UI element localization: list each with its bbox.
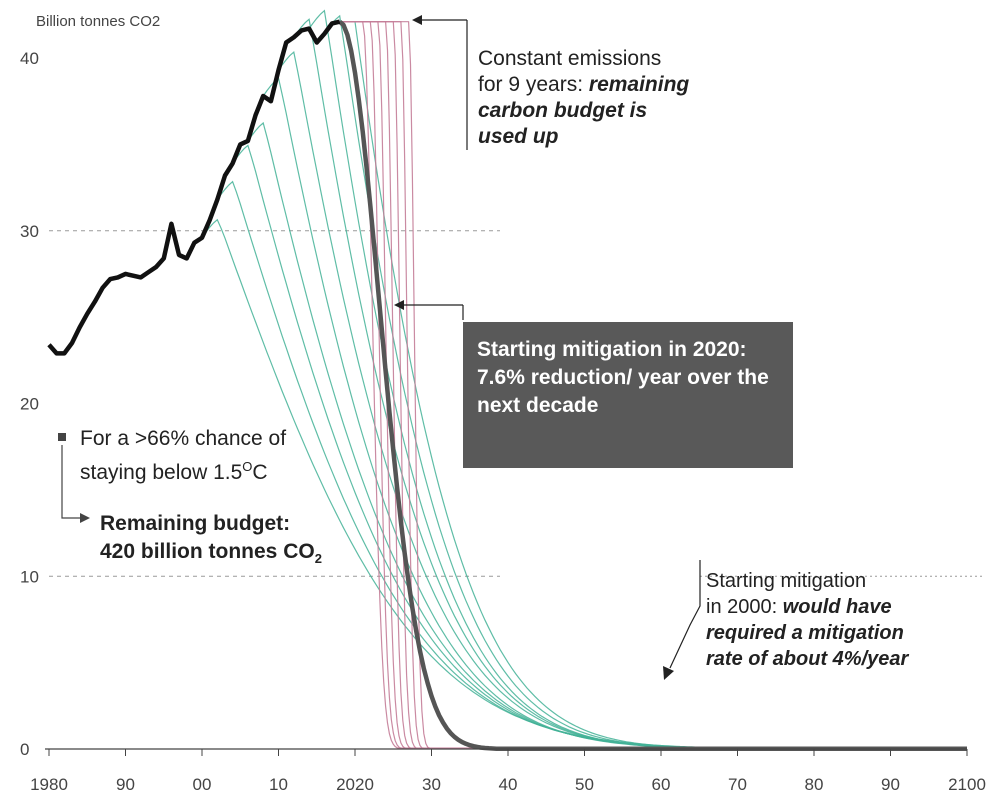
axes: 0 10 20 30 40 1980 90 00 10 2020 30 40 50 60 70 80 90 210… (20, 49, 986, 794)
annotation-budget-line2: 420 billion tonnes CO2 (100, 540, 322, 567)
y-axis-label: Billion tonnes CO2 (36, 13, 160, 30)
annotation-constant-line4: used up (478, 125, 559, 148)
chance-bullet (58, 433, 66, 441)
annotation-2000-line1: Starting mitigation (706, 570, 867, 592)
annotation-2000-line3: required a mitigation (706, 622, 904, 644)
annotation-budget-line1: Remaining budget: (100, 512, 291, 535)
x-tick-label: 1980 (30, 775, 68, 794)
annotation-mitigation-2020-box: Starting mitigation in 2020: 7.6% reduct… (463, 322, 793, 468)
x-tick-label: 10 (269, 775, 288, 794)
x-tick-label: 30 (422, 775, 441, 794)
y-tick-label: 30 (20, 222, 39, 241)
mitigation2000-leader (669, 560, 701, 669)
annotation-remaining-budget: Remaining budget: 420 billion tonnes CO2 (100, 510, 430, 573)
mitigation2000-arrow-head (663, 666, 674, 680)
x-tick-label: 60 (652, 775, 671, 794)
x-tick-label: 90 (881, 775, 900, 794)
historical-emissions-line (47, 19, 341, 356)
chance-arrow-head (80, 513, 90, 523)
constant-arrow-head (412, 15, 422, 25)
annotation-2000-line2: in 2000: would have (706, 596, 892, 618)
annotation-2000-line4: rate of about 4%/year (706, 648, 909, 670)
y-tick-label: 0 (20, 740, 29, 759)
annotation-constant-line2-plain: for 9 years: (478, 73, 589, 96)
x-tick-label: 2020 (336, 775, 374, 794)
annotation-constant-line3: carbon budget is (478, 99, 648, 122)
x-tick-label: 40 (499, 775, 518, 794)
annotation-mitigation-2000: Starting mitigation in 2000: would have … (706, 568, 976, 672)
annotation-arrows (58, 15, 701, 680)
annotation-constant-emissions: Constant emissions for 9 years: remainin… (478, 46, 758, 150)
annotation-constant-line1: Constant emissions (478, 47, 662, 70)
x-tick-label: 2100 (948, 775, 986, 794)
x-tick-label: 50 (575, 775, 594, 794)
chance-connector (61, 445, 80, 519)
gridlines (49, 230, 985, 577)
annotation-chance-line1: For a >66% chance of (80, 427, 287, 450)
x-tick-label: 00 (193, 775, 212, 794)
annotation-constant-line2-bold: remaining (588, 73, 690, 96)
annotation-mitigation-2020-text: Starting mitigation in 2020: 7.6% reduct… (477, 338, 769, 417)
x-tick-label: 80 (805, 775, 824, 794)
historical-curve (47, 19, 341, 356)
mitigation2020-arrow-head (394, 300, 404, 310)
x-tick-label: 70 (728, 775, 747, 794)
x-tick-label: 90 (116, 775, 135, 794)
y-tick-label: 20 (20, 395, 39, 414)
annotation-chance-line2: staying below 1.5OC (80, 459, 268, 484)
annotation-constant-line2: for 9 years: remaining (478, 72, 758, 98)
y-tick-label: 40 (20, 49, 39, 68)
y-tick-label: 10 (20, 567, 39, 586)
annotation-chance: For a >66% chance of staying below 1.5OC (80, 425, 410, 487)
